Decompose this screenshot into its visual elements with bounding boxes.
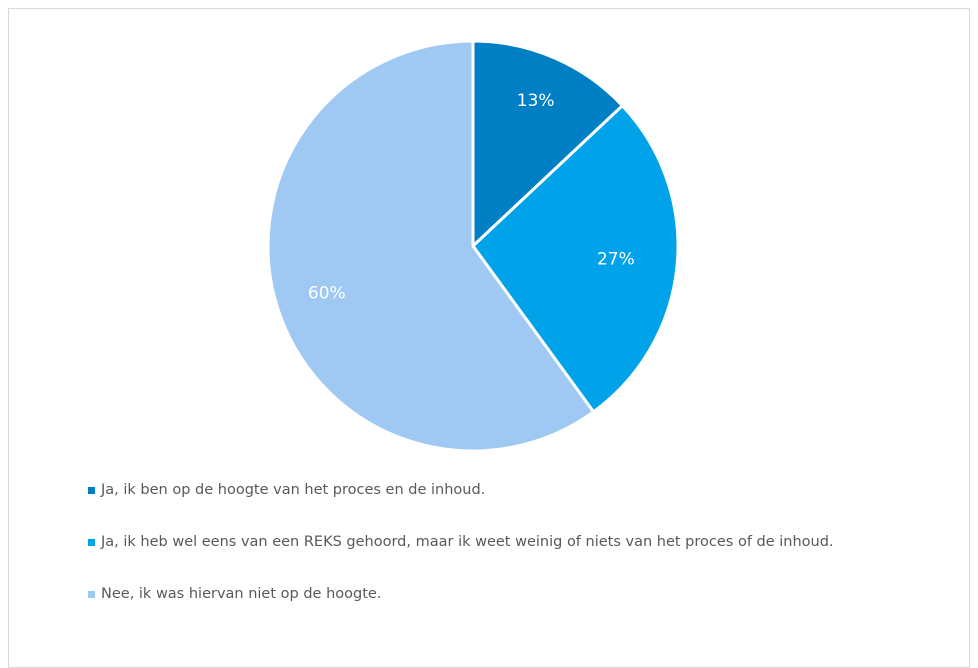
legend-label-1: Ja, ik ben op de hoogte van het proces e… — [101, 482, 486, 498]
slice-label-2: 27% — [597, 250, 635, 270]
legend-swatch-1 — [88, 486, 95, 494]
pie-slice-3 — [266, 39, 596, 453]
legend-item-2: Ja, ik heb wel eens van een REKS gehoord… — [88, 528, 948, 556]
legend-swatch-3 — [88, 590, 95, 598]
legend-item-1: Ja, ik ben op de hoogte van het proces e… — [88, 476, 948, 504]
pie-slice-1 — [471, 39, 625, 250]
pie-slice-2 — [471, 103, 680, 414]
slice-label-3: 60% — [308, 284, 346, 304]
legend-label-2: Ja, ik heb wel eens van een REKS gehoord… — [101, 534, 834, 550]
legend-swatch-2 — [88, 538, 95, 546]
legend-label-3: Nee, ik was hiervan niet op de hoogte. — [101, 586, 382, 602]
legend: Ja, ik ben op de hoogte van het proces e… — [88, 476, 948, 632]
legend-item-3: Nee, ik was hiervan niet op de hoogte. — [88, 580, 948, 608]
slice-label-1: 13% — [517, 91, 555, 111]
